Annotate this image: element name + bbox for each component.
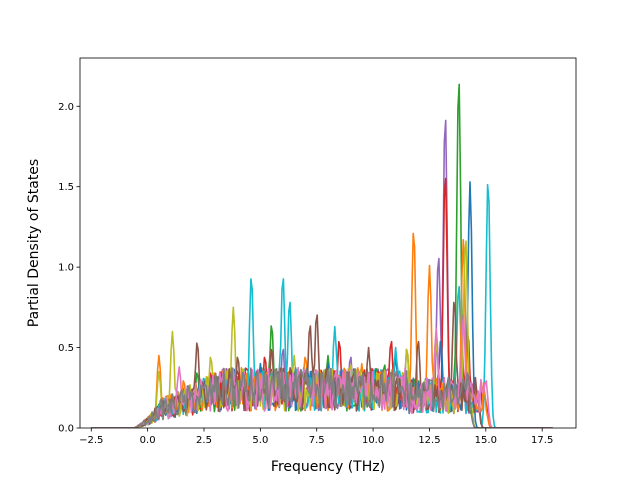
y-axis-label: Partial Density of States: [26, 159, 42, 327]
x-tick-label: −2.5: [79, 435, 103, 446]
y-tick-label: 1.5: [58, 182, 74, 193]
y-axis-ticks: 0.0 0.5 1.0 1.5 2.0: [58, 102, 80, 435]
x-tick-label: 10.0: [362, 435, 384, 446]
x-tick-label: 0.0: [140, 435, 156, 446]
x-tick-label: 5.0: [252, 435, 268, 446]
y-tick-label: 0.5: [58, 343, 74, 354]
y-tick-label: 0.0: [58, 424, 74, 435]
y-tick-label: 2.0: [58, 102, 74, 113]
x-axis-label: Frequency (THz): [271, 459, 385, 475]
plot-frame: [79, 57, 577, 429]
x-tick-label: 2.5: [196, 435, 212, 446]
x-axis-ticks: −2.5 0.0 2.5 5.0 7.5 10.0 12.5 15.0 17.5: [79, 428, 553, 446]
pdos-series-line: [91, 314, 553, 428]
pdos-series-line: [91, 367, 553, 428]
series-layer: [91, 83, 553, 428]
x-tick-label: 15.0: [475, 435, 497, 446]
x-tick-label: 17.5: [531, 435, 553, 446]
x-tick-label: 7.5: [309, 435, 325, 446]
x-tick-label: 12.5: [418, 435, 440, 446]
y-tick-label: 1.0: [58, 263, 74, 274]
